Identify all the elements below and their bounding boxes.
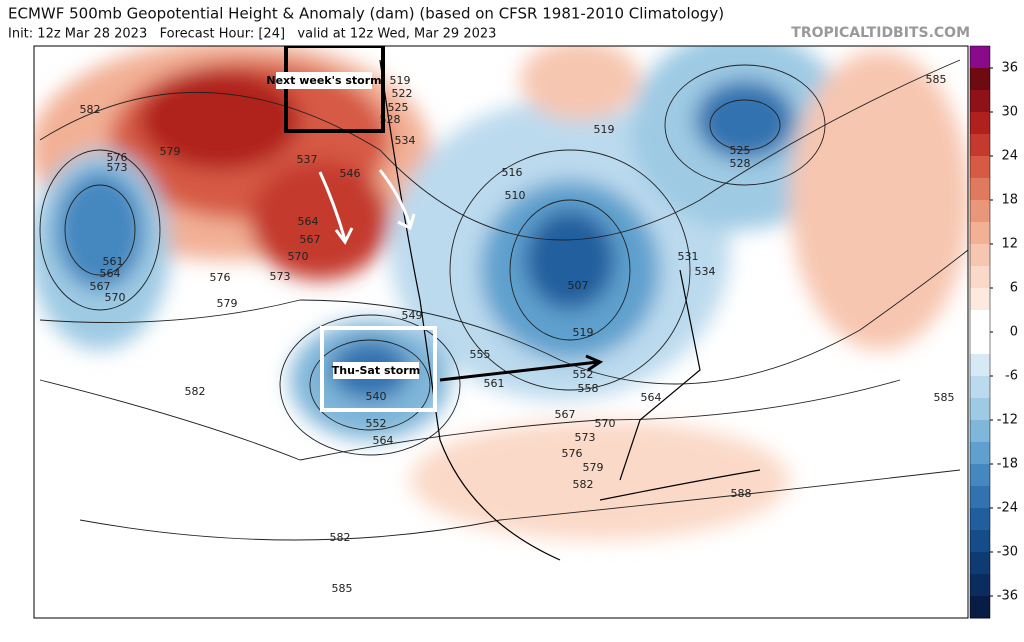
contour-label: 555 <box>470 348 491 361</box>
colorbar-band <box>970 530 990 553</box>
colorbar-band <box>970 200 990 223</box>
contour-label: 534 <box>695 265 716 278</box>
colorbar-band <box>970 508 990 531</box>
contour-label: 570 <box>288 250 309 263</box>
annotation: Next week's storm <box>266 74 381 87</box>
colorbar-band <box>970 332 990 355</box>
colorbar-band <box>970 442 990 465</box>
contour-label: 579 <box>217 297 238 310</box>
contour-label: 519 <box>573 326 594 339</box>
colorbar-band <box>970 310 990 333</box>
contour-label: 582 <box>573 478 594 491</box>
contour-label: 540 <box>366 390 387 403</box>
map-frame <box>33 45 969 619</box>
colorbar-tick-label: -12 <box>997 413 1018 428</box>
colorbar-band <box>970 486 990 509</box>
colorbar-band <box>970 112 990 135</box>
contour-label: 585 <box>926 73 947 86</box>
contour-label: 525 <box>388 101 409 114</box>
contour-label: 570 <box>105 291 126 304</box>
colorbar-band <box>970 552 990 575</box>
colorbar-tick-label: -36 <box>997 589 1018 604</box>
contour-label: 531 <box>678 250 699 263</box>
contour-label: 579 <box>160 145 181 158</box>
map: 5825765735795615645675705765795735705675… <box>34 46 968 618</box>
contour-label: 525 <box>730 144 751 157</box>
contour-label: 585 <box>934 391 955 404</box>
annotation: Thu-Sat storm <box>332 364 420 377</box>
colorbar-band <box>970 156 990 179</box>
colorbar-band <box>970 134 990 157</box>
colorbar-band <box>970 266 990 289</box>
colorbar-tick-label: -30 <box>997 545 1018 560</box>
colorbar-band <box>970 376 990 399</box>
contour-label: 561 <box>103 255 124 268</box>
contour-label: 588 <box>731 487 752 500</box>
contour-label: 576 <box>107 151 128 164</box>
contour-label: 582 <box>185 385 206 398</box>
contour-label: 585 <box>332 582 353 595</box>
contour-label: 519 <box>594 123 615 136</box>
contour-label: 534 <box>395 134 416 147</box>
colorbar-tick-label: 6 <box>1010 281 1018 296</box>
contour-label: 516 <box>502 166 523 179</box>
contour-label: 576 <box>210 271 231 284</box>
contour-label: 582 <box>80 103 101 116</box>
contour-label: 522 <box>392 87 413 100</box>
contour-label: 528 <box>730 157 751 170</box>
contour-label: 564 <box>641 391 662 404</box>
contour-label: 576 <box>562 447 583 460</box>
colorbar-tick-label: -18 <box>997 457 1018 472</box>
colorbar-tick-label: -6 <box>1005 369 1018 384</box>
colorbar-band <box>970 90 990 113</box>
contour-label: 564 <box>373 434 394 447</box>
colorbar-tick-label: 0 <box>1010 325 1018 340</box>
contour-label: 519 <box>390 74 411 87</box>
colorbar-tick-label: 36 <box>1001 61 1018 76</box>
colorbar-tick-label: 12 <box>1001 237 1018 252</box>
colorbar-band <box>970 464 990 487</box>
contour-label: 567 <box>90 280 111 293</box>
colorbar-band <box>970 222 990 245</box>
contour-label: 567 <box>300 233 321 246</box>
contour-label: 558 <box>578 382 599 395</box>
contour-label: 564 <box>298 215 319 228</box>
contour-label: 573 <box>270 270 291 283</box>
colorbar-tick-label: -24 <box>997 501 1018 516</box>
title: ECMWF 500mb Geopotential Height & Anomal… <box>8 5 724 23</box>
contour-label: 546 <box>340 167 361 180</box>
colorbar-band <box>970 596 990 619</box>
contour-label: 537 <box>297 153 318 166</box>
site: TROPICALTIDBITS.COM <box>791 25 970 41</box>
colorbar-tick-label: 24 <box>1001 149 1018 164</box>
colorbar-band <box>970 574 990 597</box>
contour-label: 567 <box>555 408 576 421</box>
contour-label: 552 <box>366 417 387 430</box>
contour-label: 549 <box>402 309 423 322</box>
contour-label: 561 <box>484 377 505 390</box>
colorbar-band <box>970 46 990 69</box>
colorbar-tick-label: 30 <box>1001 105 1018 120</box>
colorbar-tick-label: 18 <box>1001 193 1018 208</box>
contour-label: 510 <box>505 189 526 202</box>
colorbar-band <box>970 354 990 377</box>
colorbar-band <box>970 398 990 421</box>
contour-label: 579 <box>583 461 604 474</box>
contour-label: 582 <box>330 531 351 544</box>
contour-label: 507 <box>568 279 589 292</box>
colorbar-band <box>970 68 990 91</box>
colorbar-band <box>970 420 990 443</box>
contour-label: 570 <box>595 417 616 430</box>
colorbar-band <box>970 288 990 311</box>
colorbar-band <box>970 178 990 201</box>
contour-label: 573 <box>575 431 596 444</box>
contour-label: 552 <box>573 368 594 381</box>
contour-label: 573 <box>107 161 128 174</box>
contour-label: 564 <box>100 267 121 280</box>
colorbar-band <box>970 244 990 267</box>
subtitle: Init: 12z Mar 28 2023 Forecast Hour: [24… <box>8 27 496 42</box>
